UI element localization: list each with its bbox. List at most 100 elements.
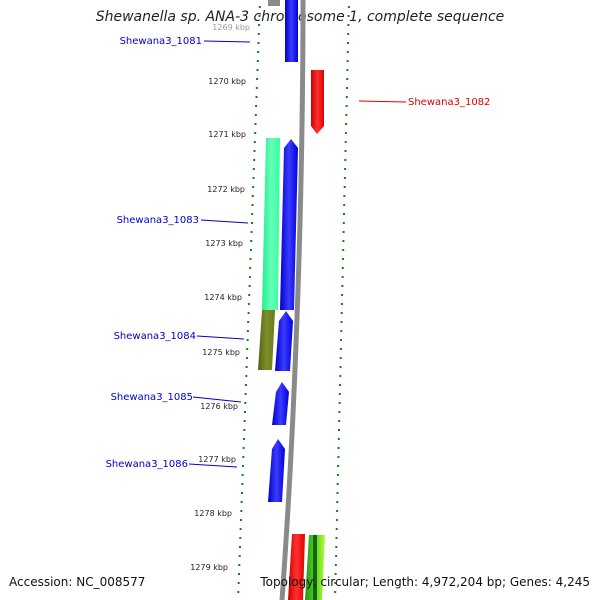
label-leader-line	[200, 219, 249, 224]
gc-dot	[258, 24, 261, 26]
gc-skew-dot	[336, 492, 339, 494]
gc-dot	[254, 132, 257, 134]
gc-dot	[247, 321, 250, 323]
gene-label[interactable]: Shewana3_1083	[117, 215, 199, 226]
gc-dot	[255, 87, 258, 89]
gc-skew-ring-right	[334, 6, 350, 593]
gc-skew-dot	[334, 591, 337, 593]
gene-label[interactable]: Shewana3_1081	[120, 36, 202, 47]
gc-skew-dot	[345, 96, 348, 98]
gene-shewana3-1084[interactable]	[275, 311, 293, 371]
gc-dot	[237, 582, 240, 584]
tick-label: 1272 kbp	[207, 185, 245, 194]
gene-label[interactable]: Shewana3_1084	[114, 331, 196, 342]
gene-label[interactable]: Shewana3_1085	[111, 392, 193, 403]
tick-label: 1278 kbp	[194, 509, 232, 518]
gc-skew-dot	[334, 582, 337, 584]
gc-skew-dot	[340, 330, 343, 332]
gc-skew-dot	[339, 375, 342, 377]
gc-dot	[248, 294, 251, 296]
gene-shewana3-1081[interactable]	[285, 0, 298, 62]
gc-skew-dot	[346, 60, 349, 62]
gc-dot	[241, 465, 244, 467]
gc-skew-dot	[337, 465, 340, 467]
feature-olive-cds-1084[interactable]	[258, 310, 275, 370]
gc-skew-dot	[337, 438, 340, 440]
gc-dot	[251, 204, 254, 206]
gc-skew-dot	[338, 411, 341, 413]
tick-label: 1276 kbp	[200, 402, 238, 411]
gc-skew-dot	[343, 186, 346, 188]
scale-ticks: 1269 kbp 1270 kbp 1271 kbp 1272 kbp 1273 kbp…	[190, 23, 250, 572]
gc-dot	[245, 366, 248, 368]
gc-skew-dot	[335, 555, 338, 557]
label-leader-line	[192, 396, 242, 403]
gc-skew-dot	[338, 420, 341, 422]
gc-dot	[251, 213, 254, 215]
gc-dot	[254, 114, 257, 116]
feature-teal-cds-1083[interactable]	[262, 138, 280, 310]
gc-dot	[242, 438, 245, 440]
gc-skew-dot	[343, 204, 346, 206]
gc-skew-dot	[347, 15, 350, 17]
gc-skew-dot	[344, 132, 347, 134]
gc-skew-dot	[335, 519, 338, 521]
tick-label: 1277 kbp	[198, 455, 236, 464]
gc-skew-dot	[342, 222, 345, 224]
gc-skew-dot	[344, 159, 347, 161]
gc-dot	[257, 51, 260, 53]
gc-skew-dot	[339, 366, 342, 368]
gc-dot	[258, 15, 261, 17]
gc-content-ring-left	[237, 6, 261, 593]
tick-label: 1269 kbp	[212, 23, 250, 32]
gc-skew-dot	[340, 321, 343, 323]
gene-shewana3-1082[interactable]	[311, 70, 324, 134]
gc-dot	[242, 456, 245, 458]
gc-dot	[244, 393, 247, 395]
gc-skew-dot	[341, 276, 344, 278]
gc-dot	[239, 546, 241, 548]
gc-dot	[239, 537, 242, 539]
gc-skew-dot	[342, 231, 345, 233]
gc-skew-dot	[337, 447, 340, 449]
gc-skew-dot	[347, 42, 349, 44]
gc-dot	[247, 312, 250, 314]
gc-skew-dot	[339, 357, 342, 359]
gene-label[interactable]: Shewana3_1086	[106, 459, 188, 470]
tick-label: 1273 kbp	[205, 239, 243, 248]
gene-label[interactable]: Shewana3_1082	[408, 97, 490, 108]
gc-skew-dot	[346, 51, 349, 53]
gc-skew-dot	[336, 483, 339, 485]
gc-dot	[253, 159, 256, 161]
tick-label: 1274 kbp	[204, 293, 242, 302]
gc-dot	[254, 123, 257, 125]
gc-dot	[244, 384, 247, 386]
gc-skew-dot	[335, 537, 338, 539]
gc-dot	[250, 222, 253, 224]
gc-skew-dot	[346, 78, 349, 80]
gc-skew-dot	[342, 249, 345, 251]
gc-dot	[243, 411, 246, 413]
gc-skew-dot	[340, 303, 343, 305]
tick-label: 1279 kbp	[190, 563, 228, 572]
gc-skew-dot	[338, 429, 340, 431]
gene-shewana3-1086[interactable]	[268, 439, 285, 502]
gc-skew-dot	[344, 141, 347, 143]
gene-red-bottom[interactable]	[288, 534, 305, 600]
gc-skew-dot	[345, 105, 348, 107]
gc-dot	[245, 357, 248, 359]
gc-skew-dot	[344, 150, 347, 152]
map-title: Shewanella sp. ANA-3 chromosome 1, compl…	[95, 9, 505, 25]
backbone-ring	[279, 0, 306, 600]
gc-dot	[241, 483, 244, 485]
gc-dot	[255, 96, 258, 98]
gene-shewana3-1083[interactable]	[280, 139, 298, 310]
gc-dot	[238, 573, 240, 575]
gc-skew-dot	[340, 312, 343, 314]
gc-dot	[242, 447, 245, 449]
gc-dot	[248, 285, 251, 287]
gene-shewana3-1085[interactable]	[272, 382, 289, 425]
gc-skew-dot	[337, 456, 340, 458]
gc-skew-dot	[334, 573, 337, 575]
